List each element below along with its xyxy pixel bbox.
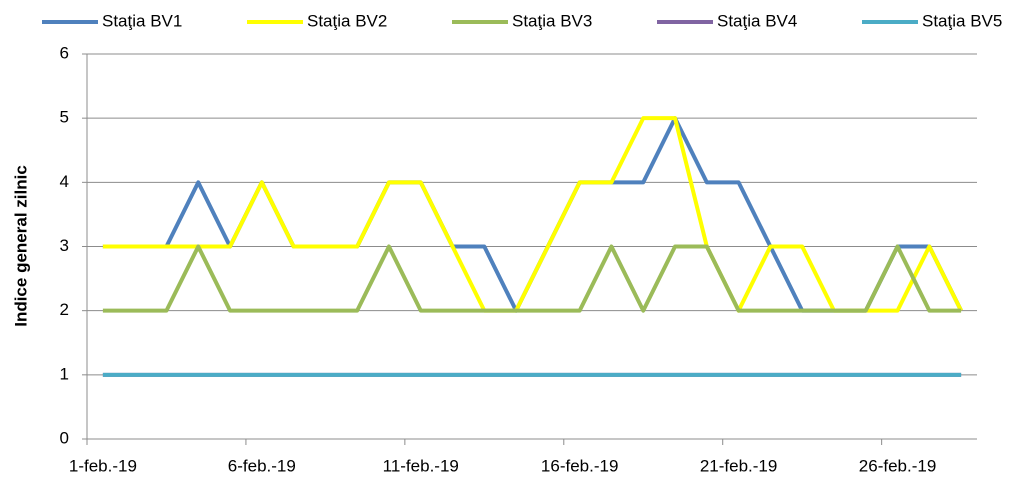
y-tick-label: 1 [60,364,69,383]
y-axis-label: Indice general zilnic [11,165,30,327]
x-tick-label: 1-feb.-19 [69,456,137,475]
x-tick-label: 26-feb.-19 [859,456,937,475]
y-tick-label: 0 [60,428,69,447]
y-tick-label: 5 [60,108,69,127]
legend-label: Staţia BV2 [307,11,387,30]
legend-label: Staţia BV4 [717,11,797,30]
x-tick-label: 6-feb.-19 [228,456,296,475]
x-tick-label: 16-feb.-19 [541,456,619,475]
series-line [102,116,963,313]
legend-label: Staţia BV1 [102,11,182,30]
y-tick-label: 2 [60,300,69,319]
series-line [102,244,962,313]
legend-label: Staţia BV5 [922,11,1002,30]
x-tick-label: 21-feb.-19 [700,456,778,475]
legend-label: Staţia BV3 [512,11,592,30]
x-tick-label: 11-feb.-19 [383,456,459,475]
y-tick-label: 3 [60,236,69,255]
y-tick-label: 4 [60,172,69,191]
y-tick-label: 6 [60,43,69,62]
